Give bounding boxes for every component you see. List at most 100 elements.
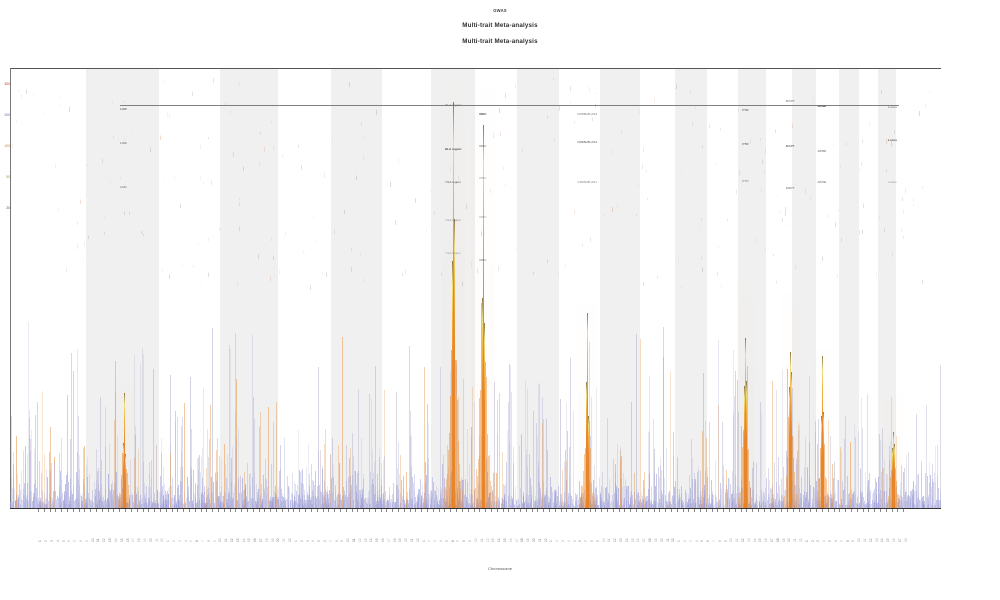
spike [732, 497, 733, 508]
spike [412, 499, 413, 508]
spike [489, 492, 490, 508]
spike [445, 501, 446, 508]
x-axis-tick-label: 18 [392, 538, 397, 542]
x-axis-tick [792, 509, 794, 512]
spike [709, 494, 710, 508]
spike [622, 505, 623, 508]
spike [82, 497, 83, 508]
spike [140, 364, 141, 508]
spike [649, 495, 650, 508]
spike [879, 493, 880, 508]
spike [644, 488, 645, 508]
spike [534, 502, 535, 508]
spike [661, 490, 662, 508]
spike [879, 434, 880, 508]
spike [343, 486, 344, 508]
spike [358, 388, 359, 508]
locus-tick-label: | [33, 93, 34, 98]
spike [568, 504, 569, 508]
spike [516, 499, 517, 508]
spike [463, 479, 464, 508]
x-axis-tick [711, 509, 713, 512]
spike [817, 502, 818, 508]
locus-tick-label: | [736, 188, 738, 194]
locus-tick-label: | [559, 106, 561, 113]
spike [158, 502, 159, 508]
spike [232, 446, 233, 508]
spike [96, 505, 97, 508]
spike [440, 486, 441, 508]
spike [398, 488, 399, 508]
spike [658, 466, 659, 508]
spike [82, 504, 83, 508]
spike [852, 497, 853, 508]
spike [533, 504, 534, 508]
locus-tick-label: | [716, 161, 717, 166]
spike [24, 502, 25, 508]
spike [177, 416, 178, 508]
spike [121, 497, 122, 508]
spike [704, 495, 705, 508]
spike [328, 505, 329, 508]
spike [574, 505, 575, 508]
spike [97, 499, 98, 508]
x-axis-tick-label: 10 [473, 538, 478, 542]
locus-tick-label: | [434, 211, 435, 216]
spike [27, 483, 28, 508]
spike [859, 501, 860, 508]
x-axis-tick-label: 6 [450, 540, 455, 542]
spike [41, 472, 42, 508]
spike [761, 505, 762, 508]
spike [905, 492, 906, 508]
spike [241, 492, 242, 508]
spike [719, 499, 720, 508]
spike [562, 506, 563, 508]
spike [326, 504, 327, 508]
x-axis-tick [845, 509, 847, 512]
spike [342, 337, 343, 508]
spike [665, 500, 666, 508]
spike [156, 444, 157, 508]
spike [103, 502, 104, 508]
x-axis-tick [299, 509, 301, 512]
spike [303, 484, 304, 508]
spike [60, 470, 61, 508]
spike [371, 484, 372, 508]
x-axis-tick [467, 509, 469, 512]
spike [765, 502, 766, 508]
spike [225, 493, 226, 508]
spike [794, 498, 795, 508]
spike [880, 489, 881, 508]
spike [226, 477, 227, 508]
x-axis-tick-label: 8 [462, 540, 467, 542]
spike [526, 504, 527, 508]
spike [340, 498, 341, 508]
x-axis-tick-label: 18 [648, 538, 653, 542]
spike [603, 487, 604, 508]
x-axis-tick-label: 11 [96, 538, 101, 542]
spike [701, 495, 702, 508]
spike [456, 503, 457, 508]
locus-tick-label: | [164, 181, 165, 186]
spike [782, 501, 783, 508]
spike [681, 492, 682, 508]
spike [368, 490, 369, 508]
spike [776, 481, 777, 508]
spike [880, 504, 881, 508]
spike [781, 500, 782, 508]
spike [635, 499, 636, 508]
locus-tick-label: | [838, 207, 839, 212]
spike [759, 503, 760, 508]
spike [600, 493, 601, 508]
spike [692, 457, 693, 508]
spike [172, 497, 173, 508]
spike [573, 411, 574, 508]
x-axis-tick-label: 16 [380, 538, 385, 542]
spike [825, 495, 826, 508]
x-axis-tick [885, 509, 887, 512]
chromosome-band [600, 69, 641, 508]
spike [593, 501, 594, 508]
spike [653, 500, 654, 508]
spike [477, 500, 478, 508]
locus-tick-label: | [324, 172, 326, 179]
